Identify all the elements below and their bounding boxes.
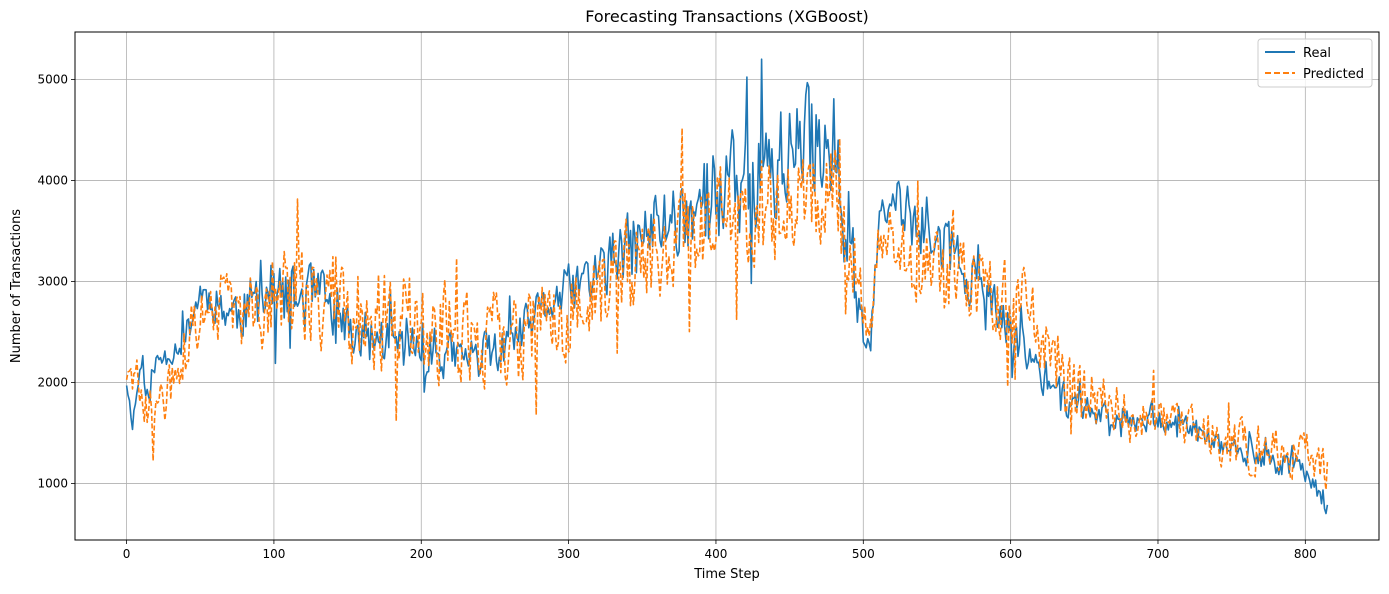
x-tick-label: 800 [1294, 547, 1317, 561]
y-tick-label: 1000 [37, 476, 68, 490]
series-line-predicted [125, 127, 1329, 491]
y-tick-label: 5000 [37, 72, 68, 86]
y-tick-label: 3000 [37, 274, 68, 288]
series-lines [125, 58, 1329, 515]
x-tick-label: 300 [557, 547, 580, 561]
y-tick-label: 2000 [37, 375, 68, 389]
x-tick-label: 700 [1147, 547, 1170, 561]
y-tick-label: 4000 [37, 173, 68, 187]
axis-ticks: 0 100 200 300 400 500 600 700 800 1000 2000 3000 400… [37, 72, 1316, 561]
x-tick-label: 400 [704, 547, 727, 561]
legend-label-predicted: Predicted [1303, 67, 1364, 82]
legend-label-real: Real [1303, 46, 1331, 61]
chart-title: Forecasting Transactions (XGBoost) [585, 7, 869, 26]
x-tick-label: 600 [999, 547, 1022, 561]
x-axis-label: Time Step [693, 567, 760, 582]
x-tick-label: 0 [123, 547, 131, 561]
series-line-real [125, 58, 1329, 515]
plot-frame [74, 31, 1380, 541]
chart-legend: Real Predicted [1257, 38, 1373, 88]
grid-lines [75, 32, 1379, 540]
x-tick-label: 100 [262, 547, 285, 561]
x-tick-label: 200 [410, 547, 433, 561]
x-tick-label: 500 [852, 547, 875, 561]
y-axis-label: Number of Transactions [9, 209, 24, 363]
